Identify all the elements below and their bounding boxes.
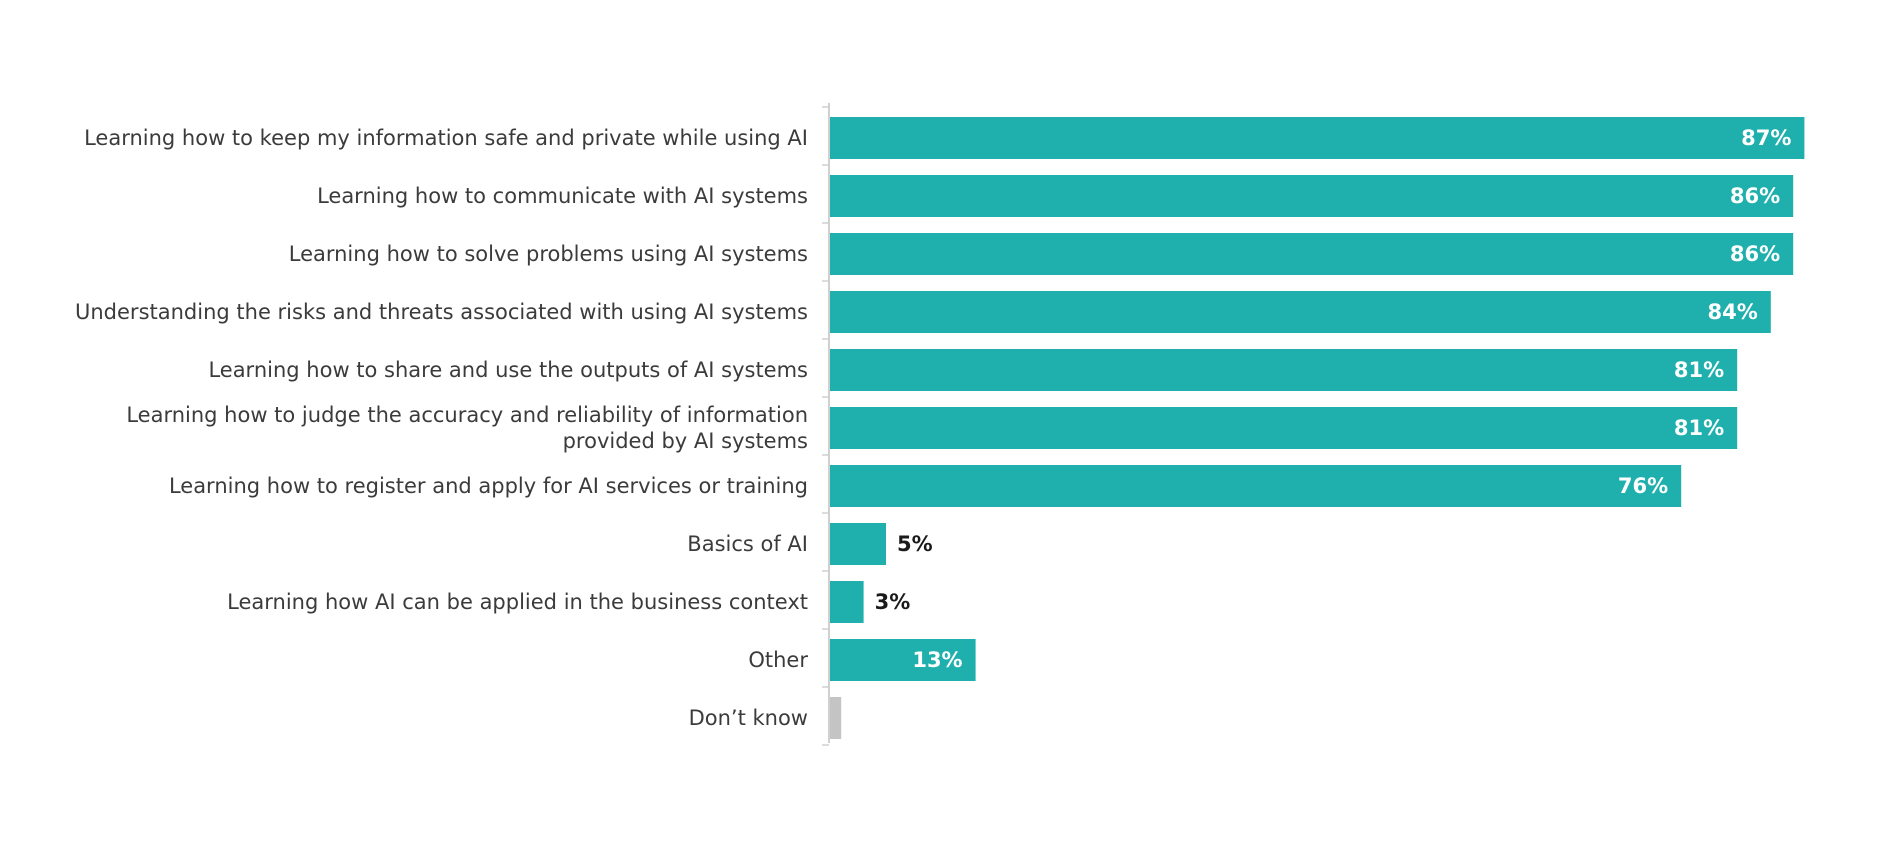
category-label: Basics of AI bbox=[687, 532, 808, 556]
category-label: Learning how to register and apply for A… bbox=[169, 474, 808, 498]
data-label: 3% bbox=[875, 590, 911, 614]
category-label: Learning how to share and use the output… bbox=[208, 358, 808, 382]
bar bbox=[830, 407, 1738, 449]
category-label: Don’t know bbox=[689, 706, 808, 730]
data-label: 86% bbox=[1730, 242, 1780, 266]
data-label: 5% bbox=[897, 532, 933, 556]
data-label: 86% bbox=[1730, 184, 1780, 208]
data-label: 87% bbox=[1741, 126, 1791, 150]
category-label: Learning how to keep my information safe… bbox=[84, 126, 808, 150]
category-label: Learning how to solve problems using AI … bbox=[289, 242, 808, 266]
bar bbox=[830, 291, 1771, 333]
data-label: 13% bbox=[912, 648, 962, 672]
bar bbox=[830, 233, 1794, 275]
category-label: Other bbox=[748, 648, 808, 672]
bar bbox=[830, 639, 976, 681]
data-label: 76% bbox=[1618, 474, 1668, 498]
category-label: Learning how to judge the accuracy and r… bbox=[126, 403, 808, 427]
data-label: 81% bbox=[1674, 358, 1724, 382]
bar bbox=[830, 523, 886, 565]
bar bbox=[830, 697, 842, 739]
bar bbox=[830, 465, 1682, 507]
bar bbox=[830, 349, 1738, 391]
category-label: Learning how AI can be applied in the bu… bbox=[227, 590, 808, 614]
category-label: provided by AI systems bbox=[563, 429, 808, 453]
category-label: Understanding the risks and threats asso… bbox=[75, 300, 808, 324]
category-label: Learning how to communicate with AI syst… bbox=[317, 184, 808, 208]
bar bbox=[830, 117, 1805, 159]
bar bbox=[830, 581, 864, 623]
data-label: 84% bbox=[1708, 300, 1758, 324]
bar bbox=[830, 175, 1794, 217]
data-label: 81% bbox=[1674, 416, 1724, 440]
